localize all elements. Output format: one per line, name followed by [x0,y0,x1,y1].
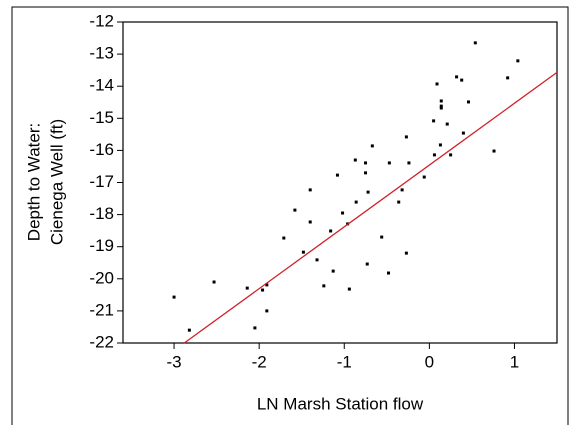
point [404,135,408,139]
point [387,271,391,275]
point [364,161,368,165]
point [331,269,335,273]
point [335,173,339,177]
point [301,250,305,254]
x-tick-label: -3 [166,352,181,371]
point [460,78,464,82]
point [439,106,443,110]
y-tick-label: -19 [89,236,114,255]
x-tick-label: 0 [425,352,434,371]
point [449,153,453,157]
point [407,161,411,165]
point [439,99,443,103]
point [212,280,216,284]
point [265,283,269,287]
y-tick-label: -22 [89,332,114,351]
point [438,143,442,147]
fit-line [183,71,558,344]
point [387,161,391,165]
point [432,119,436,123]
point [445,122,449,126]
point [322,284,326,288]
y-tick-label: -17 [89,172,114,191]
point [364,171,368,175]
point [261,288,265,292]
y-tick-label: -14 [89,76,114,95]
point [187,328,191,332]
point [473,41,477,45]
y-tick-label: -16 [89,140,114,159]
point [380,235,384,239]
y-tick-label: -18 [89,204,114,223]
point [308,220,312,224]
y-tick-label: -15 [89,108,114,127]
y-axis-label: Depth to Water: [24,123,43,241]
point [347,287,351,291]
point [172,295,176,299]
y-tick-label: -13 [89,44,114,63]
point [432,153,436,157]
point [341,211,345,215]
point [308,188,312,192]
point [461,131,465,135]
point [366,190,370,194]
point [422,175,426,179]
x-tick-label: 1 [510,352,519,371]
plot-area [122,21,558,344]
point [353,158,357,162]
y-tick-label: -12 [89,11,114,30]
point [439,104,443,108]
point [365,262,369,266]
point [516,59,520,63]
point [506,76,510,80]
point [400,188,404,192]
point [282,236,286,240]
y-tick-label: -21 [89,300,114,319]
x-tick-label: -1 [337,352,352,371]
point [315,258,319,262]
point [370,144,374,148]
point [293,208,297,212]
point [245,286,249,290]
point [492,149,496,153]
point [265,309,269,313]
point [354,200,358,204]
y-axis-label: Cienega Well (ft) [47,119,66,245]
point [455,75,459,79]
y-tick-label: -20 [89,268,114,287]
point [253,326,257,330]
frame [11,6,569,425]
x-axis-label: LN Marsh Station flow [257,394,424,413]
point [404,251,408,255]
point [435,82,439,86]
point [329,229,333,233]
x-tick-label: -2 [252,352,267,371]
point [397,200,401,204]
point [466,100,470,104]
